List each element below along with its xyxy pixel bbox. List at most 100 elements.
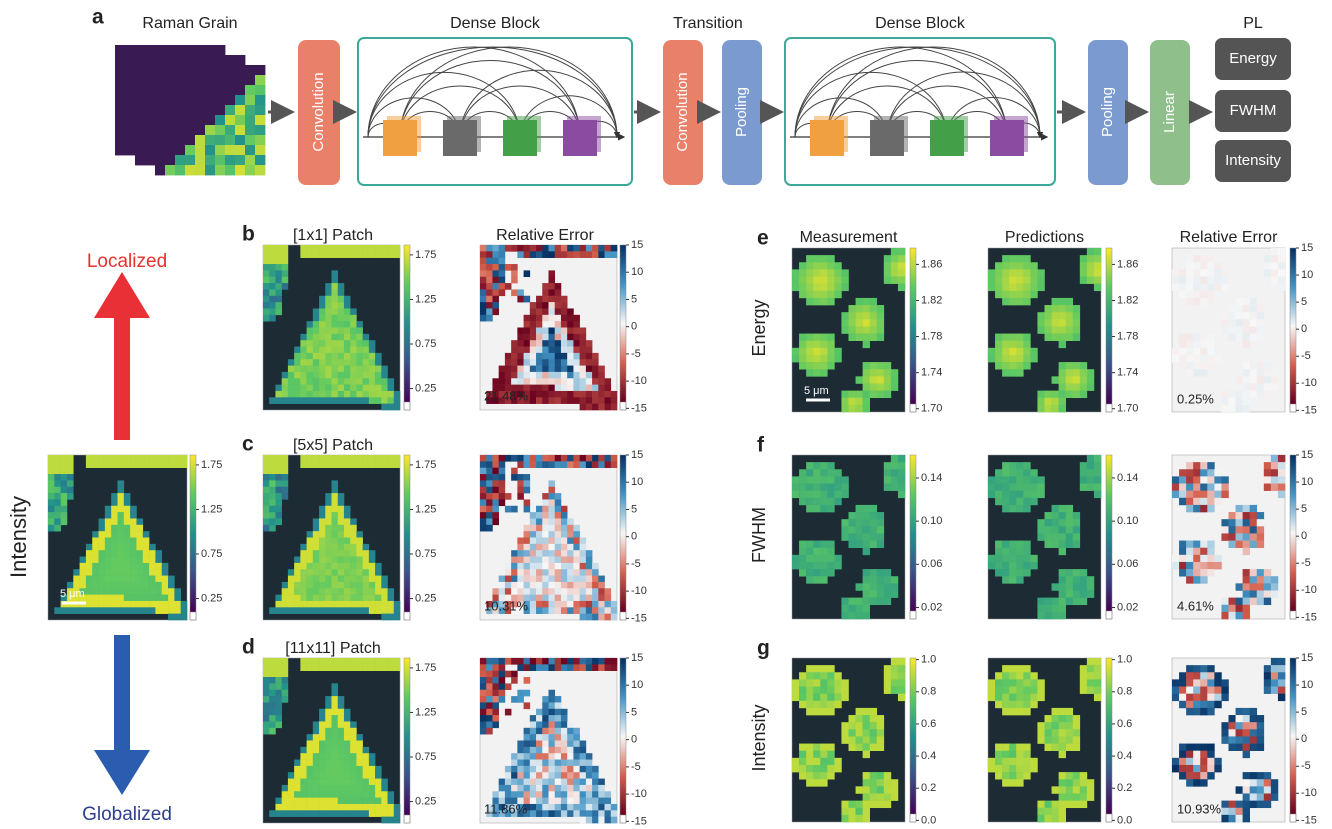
map-pixel <box>598 816 605 824</box>
map-pixel <box>161 569 169 576</box>
map-pixel <box>592 588 599 595</box>
map-pixel <box>1200 757 1208 766</box>
colorbar-tick-label: 0.6 <box>921 718 936 730</box>
map-pixel <box>876 512 885 520</box>
grain-cell <box>155 105 166 116</box>
map-pixel <box>876 715 885 723</box>
map-pixel <box>517 658 524 665</box>
map-pixel <box>1023 476 1031 484</box>
map-pixel <box>92 461 99 468</box>
map-pixel <box>1044 800 1052 809</box>
map-pixel <box>517 581 524 589</box>
map-pixel <box>841 611 849 620</box>
map-pixel <box>862 397 870 406</box>
map-pixel <box>155 461 163 468</box>
colorbar-tick-label: 0.02 <box>921 601 942 613</box>
map-pixel <box>1256 519 1265 527</box>
map-pixel <box>300 359 307 366</box>
map-pixel <box>504 658 512 665</box>
map-pixel <box>542 505 549 513</box>
map-pixel <box>536 594 543 602</box>
map-pixel <box>312 791 320 798</box>
map-pixel <box>1193 576 1201 584</box>
map-pixel <box>319 537 326 545</box>
map-pixel <box>486 670 493 678</box>
grain-cell <box>155 75 166 86</box>
map-pixel <box>1235 512 1243 520</box>
map-pixel <box>149 562 156 570</box>
map-pixel <box>92 594 99 602</box>
map-pixel <box>337 708 345 716</box>
map-pixel <box>813 347 821 356</box>
map-pixel <box>1058 376 1066 384</box>
colorbar-frame <box>1105 454 1113 620</box>
map-pixel <box>841 693 849 702</box>
map-pixel <box>517 575 524 583</box>
map-pixel <box>1207 743 1215 751</box>
map-pixel <box>567 734 574 741</box>
map-pixel <box>1086 679 1095 687</box>
map-pixel <box>492 721 499 729</box>
map-pixel <box>1037 490 1045 499</box>
map-pixel <box>331 245 339 252</box>
map-pixel <box>1079 469 1088 477</box>
map-pixel <box>350 607 357 614</box>
map-pixel <box>1228 512 1236 520</box>
grain-cell <box>155 135 166 146</box>
map-pixel <box>362 245 370 252</box>
map-pixel <box>294 594 301 602</box>
output-label: Energy <box>1229 50 1277 67</box>
map-pixel <box>319 575 326 583</box>
map-pixel <box>343 600 351 608</box>
map-pixel <box>876 786 885 794</box>
map-pixel <box>1037 390 1045 399</box>
map-pixel <box>1065 312 1074 320</box>
map-pixel <box>560 607 568 614</box>
map-pixel <box>554 505 562 513</box>
map-pixel <box>356 333 363 341</box>
map-pixel <box>155 455 163 462</box>
map-pixel <box>492 512 499 519</box>
map-pixel <box>312 327 320 335</box>
map-pixel <box>281 664 289 671</box>
map-pixel <box>548 772 556 779</box>
map-pixel <box>1051 333 1059 341</box>
map-pixel <box>1016 686 1024 694</box>
map-pixel <box>579 765 587 773</box>
map-pixel <box>136 455 144 462</box>
grain-cell <box>215 85 226 96</box>
map-pixel <box>356 531 363 538</box>
map-pixel <box>504 810 512 817</box>
map-pixel <box>1242 383 1250 391</box>
map-pixel <box>504 283 512 290</box>
map-pixel <box>1186 679 1194 687</box>
map-pixel <box>498 683 506 691</box>
map-pixel <box>350 359 357 366</box>
map-pixel <box>343 772 351 779</box>
map-pixel <box>579 461 587 468</box>
map-pixel <box>1256 390 1265 399</box>
map-pixel <box>1200 569 1208 577</box>
map-pixel <box>269 480 276 488</box>
map-pixel <box>331 531 339 538</box>
map-pixel <box>1009 497 1017 506</box>
map-pixel <box>1200 469 1208 477</box>
colorbar <box>1290 658 1296 814</box>
map-pixel <box>362 352 370 360</box>
colorbar-tick-label: 1.25 <box>201 503 222 515</box>
map-pixel <box>312 531 320 538</box>
map-pixel <box>598 664 605 671</box>
map-pixel <box>1172 347 1180 356</box>
grain-cell <box>165 155 176 166</box>
map-pixel <box>548 581 556 589</box>
map-pixel <box>579 816 587 824</box>
colorbar <box>620 245 626 402</box>
map-pixel <box>567 378 574 385</box>
map-pixel <box>504 581 512 589</box>
map-pixel <box>149 543 156 551</box>
map-pixel <box>890 248 899 256</box>
map-pixel <box>123 499 131 507</box>
map-pixel <box>554 753 562 760</box>
map-pixel <box>85 588 93 595</box>
map-pixel <box>381 455 388 462</box>
